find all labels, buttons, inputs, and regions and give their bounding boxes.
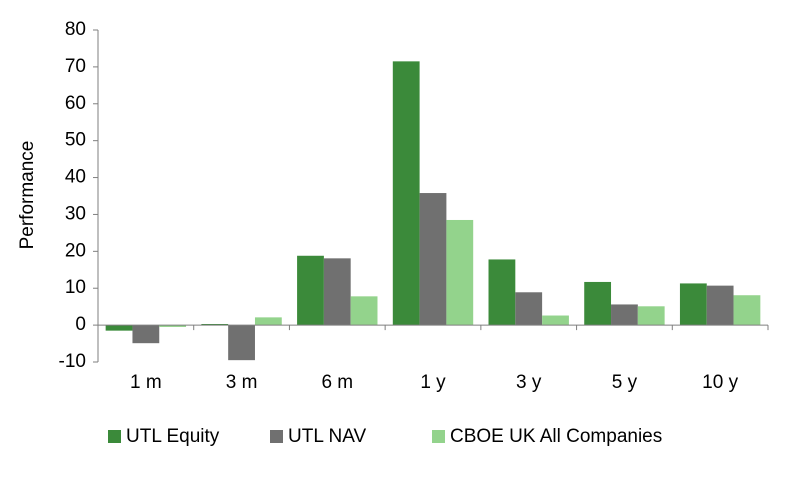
legend-swatch — [108, 430, 121, 443]
y-tick-label: 70 — [65, 56, 86, 77]
y-tick-label: 80 — [65, 19, 86, 40]
bar — [350, 296, 378, 326]
bar — [297, 255, 324, 326]
legend-swatch — [270, 430, 283, 443]
y-tick-label: 0 — [75, 314, 86, 335]
y-tick-label: 30 — [65, 203, 86, 224]
bar — [637, 306, 665, 326]
bar — [132, 325, 160, 344]
y-tick-label: -10 — [59, 351, 86, 372]
bar — [159, 325, 187, 327]
bar — [611, 304, 638, 326]
legend-label: CBOE UK All Companies — [450, 426, 662, 447]
y-axis-label: Performance — [17, 141, 38, 250]
bar — [419, 193, 447, 326]
y-tick-label: 40 — [65, 167, 86, 188]
bar — [201, 324, 229, 326]
bar — [488, 259, 516, 326]
y-tick-label: 20 — [65, 240, 86, 261]
x-tick-label: 3 y — [516, 372, 542, 393]
bar — [515, 292, 543, 326]
bar — [228, 325, 255, 361]
legend-swatch — [432, 430, 445, 443]
bar — [584, 281, 612, 326]
x-tick-label: 1 y — [420, 372, 446, 393]
bar — [323, 258, 351, 326]
x-tick-label: 1 m — [130, 372, 162, 393]
y-tick-label: 50 — [65, 130, 86, 151]
legend-label: UTL Equity — [126, 426, 220, 447]
x-tick-label: 10 y — [702, 372, 738, 393]
bar — [105, 325, 133, 331]
bar — [733, 295, 761, 326]
bar — [392, 61, 420, 326]
y-tick-label: 10 — [65, 277, 86, 298]
bar — [542, 315, 569, 326]
legend-label: UTL NAV — [288, 426, 366, 447]
y-tick-label: 60 — [65, 93, 86, 114]
x-tick-label: 5 y — [612, 372, 638, 393]
bar — [254, 317, 282, 326]
bar — [679, 283, 707, 326]
x-tick-label: 6 m — [321, 372, 353, 393]
bar — [446, 219, 474, 326]
bar — [706, 285, 734, 326]
x-tick-label: 3 m — [226, 372, 258, 393]
